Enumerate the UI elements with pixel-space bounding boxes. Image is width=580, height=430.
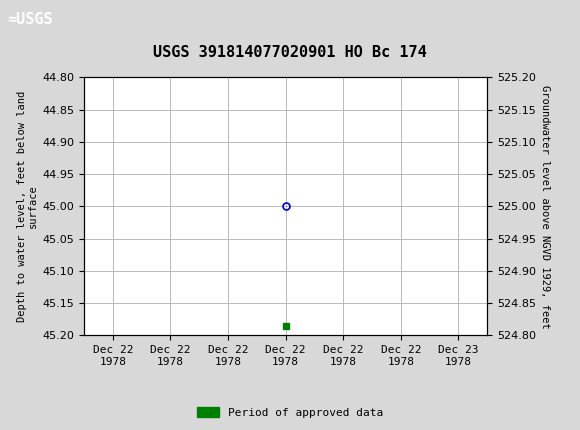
Y-axis label: Groundwater level above NGVD 1929, feet: Groundwater level above NGVD 1929, feet <box>540 85 550 328</box>
Text: USGS 391814077020901 HO Bc 174: USGS 391814077020901 HO Bc 174 <box>153 45 427 60</box>
Y-axis label: Depth to water level, feet below land
surface: Depth to water level, feet below land su… <box>17 91 38 322</box>
Text: ≈USGS: ≈USGS <box>8 12 53 27</box>
Legend: Period of approved data: Period of approved data <box>193 403 387 422</box>
